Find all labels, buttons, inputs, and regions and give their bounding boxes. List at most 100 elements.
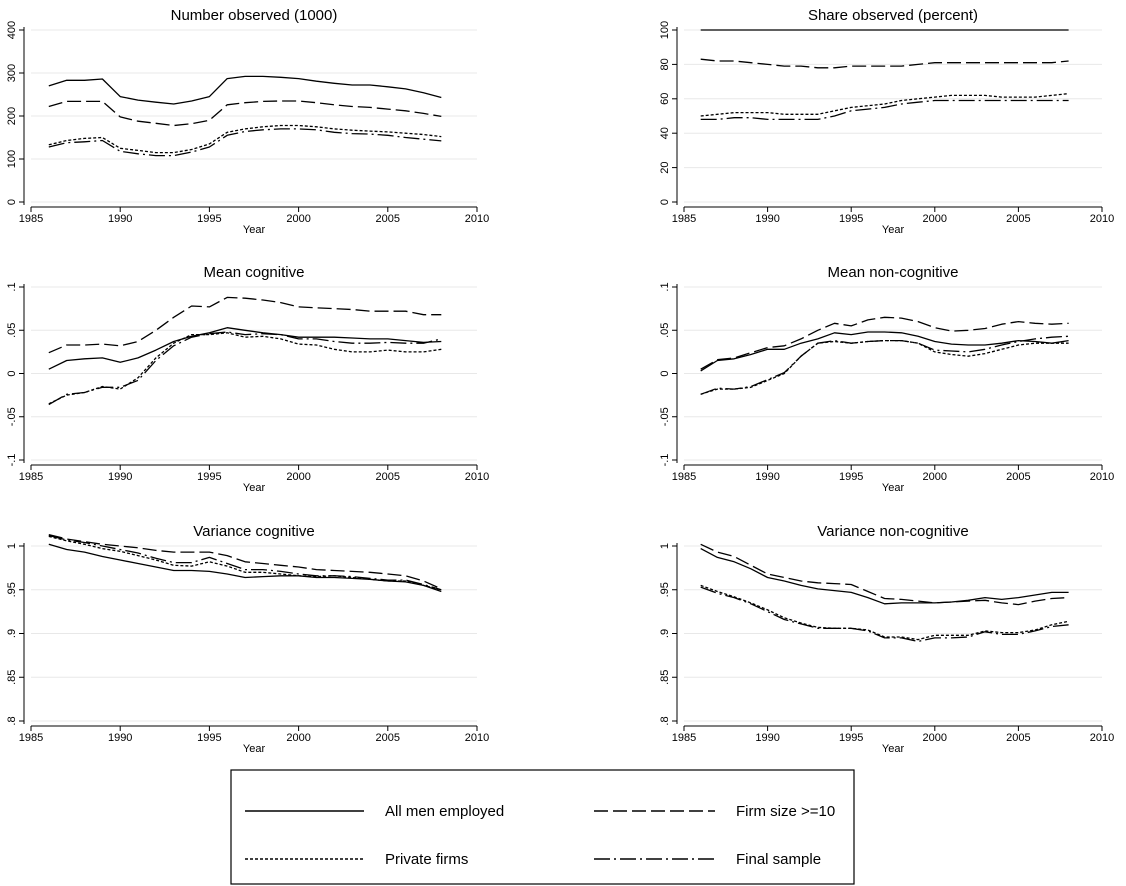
- y-tick-label: 300: [6, 64, 18, 82]
- x-axis-title: Year: [882, 224, 905, 236]
- y-tick-label: 100: [659, 21, 671, 39]
- series-line-priv: [48, 124, 442, 154]
- x-tick-label: 1985: [19, 471, 43, 483]
- series-line-size: [48, 533, 442, 590]
- series-line-size: [700, 316, 1069, 370]
- chart-panel-1: 0 100 200 300 400 1985 1990 1995 2000 2005 2010 Yea…: [6, 7, 489, 236]
- y-tick-label: 60: [659, 93, 671, 105]
- series-line-priv: [700, 339, 1069, 395]
- x-tick-label: 2005: [1006, 471, 1030, 483]
- y-tick-label: .9: [6, 629, 18, 638]
- series-line-size: [48, 296, 442, 354]
- x-tick-label: 1990: [755, 732, 779, 744]
- series-line-all: [48, 543, 442, 593]
- panel-title: Variance cognitive: [193, 523, 314, 540]
- y-tick-label: 400: [6, 21, 18, 39]
- y-tick-label: 80: [659, 58, 671, 70]
- y-tick-label: .1: [659, 282, 671, 291]
- x-tick-label: 1995: [839, 732, 863, 744]
- x-tick-label: 1990: [108, 732, 132, 744]
- x-axis-title: Year: [243, 743, 266, 755]
- series-line-final: [48, 534, 442, 591]
- series-line-priv: [700, 584, 1069, 641]
- x-tick-label: 1990: [755, 213, 779, 225]
- y-tick-label: 200: [6, 107, 18, 125]
- series-line-final: [700, 335, 1069, 395]
- y-tick-label: .05: [659, 323, 671, 338]
- y-tick-label: 20: [659, 161, 671, 173]
- x-tick-label: 2000: [286, 471, 310, 483]
- x-tick-label: 1985: [672, 213, 696, 225]
- series-line-all: [48, 75, 442, 105]
- series-line-priv: [700, 92, 1069, 117]
- y-tick-label: 0: [6, 199, 18, 205]
- x-tick-label: 2000: [923, 471, 947, 483]
- x-tick-label: 2005: [1006, 732, 1030, 744]
- y-tick-label: .1: [6, 282, 18, 291]
- panel-title: Mean non-cognitive: [828, 264, 959, 281]
- y-tick-label: 0: [6, 370, 18, 376]
- x-tick-label: 2010: [465, 732, 489, 744]
- panel-title: Share observed (percent): [808, 7, 978, 24]
- chart-panel-2: 0 20 40 60 80 100 1985 1990 1995 2000 2005 2010 Year…: [659, 7, 1114, 236]
- chart-panel-4: -.1 -.05 0 .05 .1 1985 1990 1995 2000 2005 2010 Yea…: [659, 264, 1114, 494]
- x-tick-label: 1990: [108, 471, 132, 483]
- y-tick-label: -.05: [6, 407, 18, 426]
- y-tick-label: .85: [6, 670, 18, 685]
- x-tick-label: 2000: [286, 213, 310, 225]
- x-tick-label: 2005: [376, 471, 400, 483]
- x-tick-label: 1995: [197, 471, 221, 483]
- y-tick-label: .95: [6, 582, 18, 597]
- series-line-final: [48, 331, 442, 406]
- chart-panel-5: .8 .85 .9 .95 1 1985 1990 1995 2000 2005 2010 Year V…: [6, 523, 489, 755]
- legend-items: All men employed Firm size >=10 Private fi…: [245, 803, 835, 868]
- x-tick-label: 2010: [465, 471, 489, 483]
- series-line-size: [700, 543, 1069, 606]
- x-axis-title: Year: [882, 743, 905, 755]
- x-tick-label: 2000: [923, 213, 947, 225]
- y-tick-label: -.1: [659, 454, 671, 467]
- x-tick-label: 1995: [197, 213, 221, 225]
- x-tick-label: 2010: [1090, 732, 1114, 744]
- panel-title: Number observed (1000): [171, 7, 338, 24]
- legend-box: [230, 769, 855, 885]
- y-tick-label: -.1: [6, 454, 18, 467]
- legend: All men employed Firm size >=10 Private fi…: [230, 769, 855, 885]
- y-tick-label: .8: [6, 716, 18, 725]
- series-line-all: [700, 548, 1069, 605]
- x-tick-label: 2005: [376, 213, 400, 225]
- x-tick-label: 1990: [108, 213, 132, 225]
- series-line-all: [48, 327, 442, 370]
- x-tick-label: 1995: [197, 732, 221, 744]
- series-line-final: [700, 99, 1069, 121]
- x-tick-label: 1985: [672, 471, 696, 483]
- legend-label-final: Final sample: [736, 851, 821, 868]
- legend-label-all: All men employed: [385, 803, 504, 820]
- x-tick-label: 2000: [286, 732, 310, 744]
- y-tick-label: .95: [659, 582, 671, 597]
- x-tick-label: 2000: [923, 732, 947, 744]
- x-tick-label: 2010: [465, 213, 489, 225]
- y-tick-label: .8: [659, 716, 671, 725]
- x-tick-label: 2005: [376, 732, 400, 744]
- y-tick-label: 1: [6, 543, 18, 549]
- x-tick-label: 2010: [1090, 213, 1114, 225]
- chart-panel-6: .8 .85 .9 .95 1 1985 1990 1995 2000 2005 2010 Year V…: [659, 523, 1114, 755]
- y-tick-label: .9: [659, 629, 671, 638]
- x-axis-title: Year: [243, 224, 266, 236]
- series-line-size: [700, 58, 1069, 69]
- x-tick-label: 1985: [19, 213, 43, 225]
- y-tick-label: 1: [659, 543, 671, 549]
- x-tick-label: 2010: [1090, 471, 1114, 483]
- x-tick-label: 2005: [1006, 213, 1030, 225]
- x-tick-label: 1985: [19, 732, 43, 744]
- y-tick-label: .85: [659, 670, 671, 685]
- series-line-priv: [48, 535, 442, 591]
- x-axis-title: Year: [882, 482, 905, 494]
- y-tick-label: 0: [659, 370, 671, 376]
- legend-label-priv: Private firms: [385, 851, 468, 868]
- panel-title: Mean cognitive: [204, 264, 305, 281]
- x-axis-title: Year: [243, 482, 266, 494]
